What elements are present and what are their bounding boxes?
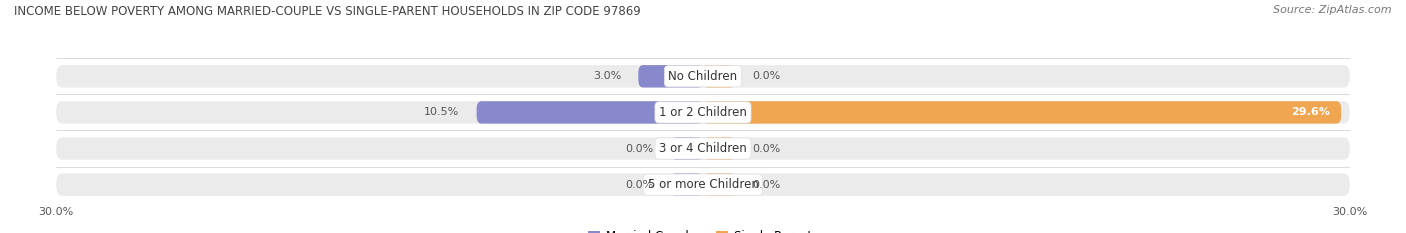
FancyBboxPatch shape	[703, 101, 1341, 124]
FancyBboxPatch shape	[56, 173, 1350, 196]
Text: INCOME BELOW POVERTY AMONG MARRIED-COUPLE VS SINGLE-PARENT HOUSEHOLDS IN ZIP COD: INCOME BELOW POVERTY AMONG MARRIED-COUPL…	[14, 5, 641, 18]
Text: No Children: No Children	[668, 70, 738, 83]
FancyBboxPatch shape	[703, 65, 735, 88]
FancyBboxPatch shape	[56, 65, 1350, 88]
Text: 0.0%: 0.0%	[752, 71, 780, 81]
Text: 3 or 4 Children: 3 or 4 Children	[659, 142, 747, 155]
Text: 0.0%: 0.0%	[752, 144, 780, 154]
FancyBboxPatch shape	[477, 101, 703, 124]
Text: 5 or more Children: 5 or more Children	[648, 178, 758, 191]
Text: 29.6%: 29.6%	[1292, 107, 1330, 117]
FancyBboxPatch shape	[671, 137, 703, 160]
FancyBboxPatch shape	[703, 137, 735, 160]
FancyBboxPatch shape	[56, 101, 1350, 124]
Text: 0.0%: 0.0%	[752, 180, 780, 190]
Text: 10.5%: 10.5%	[425, 107, 460, 117]
FancyBboxPatch shape	[703, 173, 735, 196]
Text: 1 or 2 Children: 1 or 2 Children	[659, 106, 747, 119]
FancyBboxPatch shape	[56, 137, 1350, 160]
Text: 0.0%: 0.0%	[626, 144, 654, 154]
Text: Source: ZipAtlas.com: Source: ZipAtlas.com	[1274, 5, 1392, 15]
FancyBboxPatch shape	[671, 173, 703, 196]
Legend: Married Couples, Single Parents: Married Couples, Single Parents	[588, 230, 818, 233]
Text: 3.0%: 3.0%	[593, 71, 621, 81]
FancyBboxPatch shape	[638, 65, 703, 88]
Text: 0.0%: 0.0%	[626, 180, 654, 190]
